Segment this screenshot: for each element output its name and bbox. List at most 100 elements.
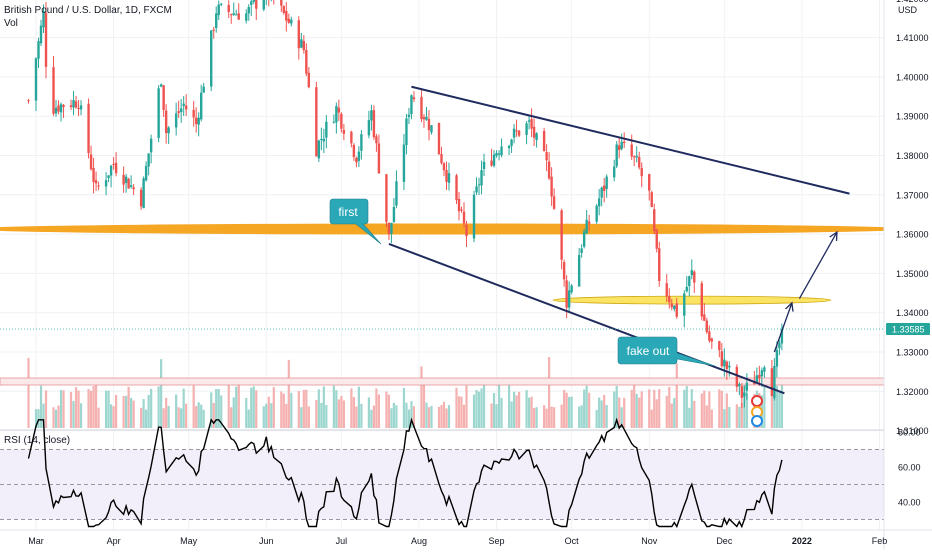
candle-body — [745, 382, 749, 391]
volume-bar — [150, 388, 153, 428]
candle-body — [440, 154, 443, 164]
candle-body — [114, 162, 118, 174]
candle-body — [430, 125, 433, 133]
volume-bar — [305, 389, 308, 428]
volume-bar — [27, 357, 30, 428]
candle-body — [552, 196, 556, 209]
candle-body — [42, 10, 45, 28]
time-tick-label: Nov — [641, 536, 658, 546]
callout-fakeout: fake out — [617, 336, 716, 367]
volume-bar — [720, 390, 723, 428]
candle-body — [104, 180, 108, 187]
volume-bar — [395, 405, 398, 428]
candle-body — [570, 285, 573, 293]
candle-body — [320, 139, 323, 141]
candle-body — [612, 166, 616, 178]
volume-bar — [57, 405, 60, 428]
candle-body — [159, 84, 163, 87]
volume-bar — [773, 395, 776, 428]
candle-body — [460, 209, 463, 211]
candle-body — [495, 153, 498, 156]
candle-body — [39, 25, 43, 44]
volume-bar — [535, 407, 538, 428]
candle-body — [703, 314, 706, 321]
volume-bar — [410, 401, 413, 428]
candle-body — [194, 117, 198, 125]
candle-body — [375, 136, 378, 144]
volume-bar — [97, 407, 100, 428]
volume-bar — [132, 400, 135, 428]
candle-body — [122, 174, 125, 185]
candle-body — [635, 155, 638, 158]
candle-body — [210, 30, 213, 87]
candle-body — [457, 198, 461, 212]
candle-body — [232, 13, 235, 15]
volume-bar — [603, 395, 606, 428]
candle-body — [237, 13, 240, 20]
candle-body — [157, 88, 160, 139]
candle-body — [37, 41, 40, 59]
volume-bar — [447, 405, 451, 428]
candles — [27, 0, 784, 409]
candle-body — [780, 329, 784, 344]
candle-body — [595, 205, 598, 222]
candle-body — [723, 359, 726, 367]
volume-bar — [600, 400, 603, 428]
candle-body — [147, 153, 150, 167]
time-axis: Mar Apr May Jun Jul Aug Sep Oct Nov Dec 2022 Feb — [0, 529, 932, 546]
yellow-zone — [552, 295, 832, 305]
candle-body — [615, 144, 618, 167]
time-tick-label: Jun — [259, 536, 274, 546]
volume-bar — [412, 406, 416, 428]
candle-body — [124, 176, 128, 183]
volume-bar — [497, 384, 501, 428]
volume-bar — [648, 389, 651, 428]
price-tick-label: 1.38000 — [896, 151, 929, 161]
candle-body — [455, 175, 458, 201]
candle-body — [527, 120, 531, 122]
volume-bar — [377, 394, 381, 428]
volume-bar — [570, 396, 573, 428]
volume-bar — [44, 390, 48, 428]
candle-body — [530, 119, 533, 129]
candle-body — [482, 161, 486, 169]
candle-body — [778, 343, 781, 349]
candle-body — [585, 219, 588, 234]
callout-first: first — [329, 198, 382, 245]
candle-body — [197, 117, 200, 125]
volume-bar — [262, 406, 265, 428]
volume-bar — [332, 385, 335, 428]
volume-bar — [705, 405, 708, 428]
volume-bar — [475, 390, 478, 428]
candle-body — [685, 286, 688, 292]
candle-body — [477, 184, 481, 186]
candle-body — [447, 173, 451, 183]
volume-bar — [517, 391, 521, 428]
candle-body — [107, 175, 110, 179]
volume-bar — [140, 407, 143, 428]
candle-body — [633, 156, 636, 158]
trend-channel[interactable] — [388, 85, 850, 395]
candle-body — [174, 113, 178, 128]
volume-bar — [52, 407, 55, 428]
last-price-label: 1.33585 — [892, 325, 925, 335]
candle-body — [139, 189, 143, 207]
volume-bar — [495, 404, 498, 428]
volume-bar — [407, 409, 411, 428]
candle-body — [412, 97, 416, 100]
candle-body — [500, 146, 503, 156]
candle-body — [44, 13, 48, 67]
candle-body — [442, 163, 446, 171]
candle-body — [250, 1, 253, 5]
candle-body — [532, 126, 536, 138]
volume-bar — [780, 384, 783, 428]
candle-body — [620, 141, 623, 149]
volume-bar — [655, 399, 658, 428]
candle-body — [720, 351, 724, 367]
volume-bar — [563, 390, 566, 428]
volume-bar — [550, 406, 553, 428]
candle-body — [282, 6, 285, 13]
volume-bar — [297, 391, 300, 428]
price-tick-label: 1.31000 — [896, 426, 929, 436]
